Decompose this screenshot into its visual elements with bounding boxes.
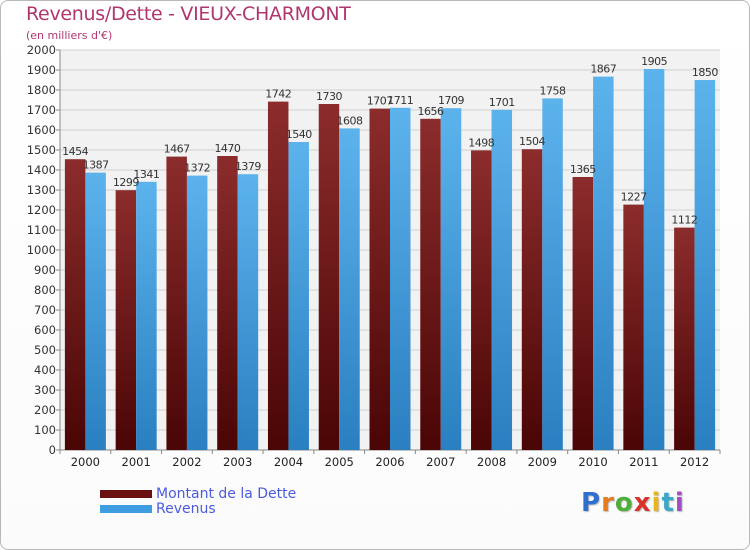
bar-debt bbox=[318, 104, 340, 450]
bar-debt bbox=[115, 190, 137, 450]
x-tick-label: 2012 bbox=[680, 455, 709, 469]
x-tick-label: 2007 bbox=[426, 455, 455, 469]
bar-debt bbox=[369, 108, 390, 450]
y-tick-label: 400 bbox=[34, 363, 56, 377]
y-tick-label: 500 bbox=[34, 343, 56, 357]
x-tick-label: 2009 bbox=[528, 455, 557, 469]
y-tick-label: 0 bbox=[49, 443, 56, 457]
bar-revenue bbox=[237, 174, 259, 450]
y-tick-label: 1800 bbox=[27, 83, 56, 97]
x-tick-label: 2008 bbox=[477, 455, 506, 469]
data-label-revenue: 1608 bbox=[336, 114, 362, 127]
bar-debt bbox=[572, 177, 594, 450]
x-tick-label: 2001 bbox=[122, 455, 151, 469]
data-label-revenue: 1867 bbox=[590, 63, 616, 76]
bar-debt bbox=[267, 101, 289, 450]
y-tick-label: 100 bbox=[34, 423, 56, 437]
data-label-revenue: 1709 bbox=[438, 94, 464, 107]
y-tick-label: 2000 bbox=[27, 43, 56, 57]
legend: Montant de la Dette Revenus bbox=[100, 485, 297, 517]
y-tick-label: 1600 bbox=[27, 123, 56, 137]
bar-debt bbox=[471, 150, 492, 450]
y-tick-label: 900 bbox=[34, 263, 56, 277]
x-tick-label: 2011 bbox=[629, 455, 658, 469]
y-tick-label: 800 bbox=[34, 283, 56, 297]
x-tick-label: 2010 bbox=[578, 455, 607, 469]
data-label-debt: 1470 bbox=[214, 142, 240, 155]
bar-revenue bbox=[694, 80, 716, 450]
bar-revenue bbox=[643, 69, 665, 450]
y-tick-label: 1400 bbox=[27, 163, 56, 177]
y-tick-label: 600 bbox=[34, 323, 56, 337]
bar-debt bbox=[64, 159, 86, 450]
y-tick-label: 700 bbox=[34, 303, 56, 317]
bar-debt bbox=[420, 118, 441, 451]
proxiti-logo: Proxiti bbox=[581, 488, 685, 518]
data-label-revenue: 1372 bbox=[184, 162, 210, 175]
data-label-debt: 1504 bbox=[519, 135, 545, 148]
bar-revenue bbox=[186, 175, 208, 450]
data-label-debt: 1498 bbox=[468, 136, 494, 149]
data-label-debt: 1730 bbox=[316, 90, 342, 103]
legend-label-revenue: Revenus bbox=[156, 500, 216, 517]
bar-revenue bbox=[136, 181, 157, 451]
data-label-revenue: 1905 bbox=[641, 55, 667, 68]
data-label-debt: 1454 bbox=[62, 145, 88, 158]
data-label-debt: 1656 bbox=[418, 105, 444, 118]
y-tick-label: 1200 bbox=[27, 203, 56, 217]
data-label-debt: 1742 bbox=[265, 88, 291, 101]
data-label-revenue: 1758 bbox=[540, 84, 566, 97]
x-tick-label: 2004 bbox=[274, 455, 303, 469]
chart-title: Revenus/Dette - VIEUX-CHARMONT bbox=[26, 3, 351, 25]
bar-debt bbox=[217, 156, 238, 450]
y-tick-label: 1300 bbox=[27, 183, 56, 197]
data-label-revenue: 1341 bbox=[133, 168, 159, 181]
x-tick-label: 2002 bbox=[172, 455, 201, 469]
bar-revenue bbox=[339, 128, 360, 450]
y-tick-label: 1100 bbox=[27, 223, 56, 237]
x-tick-label: 2003 bbox=[223, 455, 252, 469]
bar-revenue bbox=[390, 107, 411, 451]
bar-revenue bbox=[85, 172, 106, 450]
legend-swatch-debt bbox=[100, 489, 152, 498]
y-tick-label: 1900 bbox=[27, 63, 56, 77]
bar-debt bbox=[674, 227, 695, 450]
data-label-revenue: 1711 bbox=[387, 94, 413, 107]
y-tick-label: 200 bbox=[34, 403, 56, 417]
data-label-debt: 1365 bbox=[570, 163, 596, 176]
data-label-revenue: 1379 bbox=[235, 160, 261, 173]
bar-revenue bbox=[491, 109, 513, 451]
bar-revenue bbox=[288, 142, 309, 450]
data-label-debt: 1467 bbox=[164, 143, 190, 156]
data-label-revenue: 1850 bbox=[692, 66, 718, 79]
legend-item-debt: Montant de la Dette bbox=[100, 485, 297, 502]
y-tick-label: 1700 bbox=[27, 103, 56, 117]
bar-revenue bbox=[593, 76, 614, 450]
y-tick-label: 1000 bbox=[27, 243, 56, 257]
data-label-revenue: 1701 bbox=[489, 96, 515, 109]
x-tick-label: 2006 bbox=[375, 455, 404, 469]
bar-revenue bbox=[440, 108, 462, 450]
y-tick-label: 300 bbox=[34, 383, 56, 397]
data-label-revenue: 1540 bbox=[286, 128, 312, 141]
legend-item-revenue: Revenus bbox=[100, 500, 296, 517]
data-label-revenue: 1387 bbox=[83, 159, 109, 172]
bar-debt bbox=[166, 156, 187, 450]
bar-debt bbox=[521, 149, 543, 450]
legend-label-debt: Montant de la Dette bbox=[156, 485, 297, 502]
x-tick-label: 2005 bbox=[325, 455, 354, 469]
legend-swatch-revenue bbox=[100, 504, 152, 513]
x-tick-label: 2000 bbox=[71, 455, 100, 469]
data-label-debt: 1112 bbox=[671, 214, 697, 227]
bar-debt bbox=[623, 204, 644, 450]
bar-revenue bbox=[542, 98, 563, 451]
data-label-debt: 1227 bbox=[621, 191, 647, 204]
data-label-debt: 1707 bbox=[367, 95, 393, 108]
chart-subtitle: (en milliers d'€) bbox=[26, 29, 113, 42]
y-tick-label: 1500 bbox=[27, 143, 56, 157]
data-label-debt: 1299 bbox=[113, 176, 139, 189]
